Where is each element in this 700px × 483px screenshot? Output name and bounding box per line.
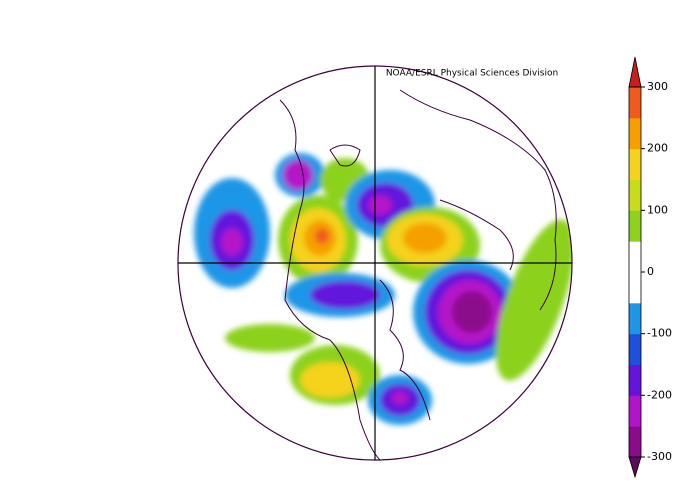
contour-fill <box>392 391 408 405</box>
colorbar: -300 -200 -100 0 100 200 300 <box>628 56 672 479</box>
contour-fill <box>310 281 380 309</box>
colorbar-band <box>629 395 641 427</box>
colorbar-tick-label: 200 <box>647 142 668 155</box>
coastline <box>279 99 381 460</box>
colorbar-tick-label: 300 <box>647 80 668 93</box>
colorbar-band <box>629 426 641 458</box>
colorbar-band <box>629 117 641 150</box>
colorbar-band <box>629 302 641 335</box>
colorbar-band <box>629 364 641 396</box>
coastline <box>379 279 431 421</box>
colorbar-tick-label: -100 <box>647 327 672 340</box>
colorbar-band <box>629 148 641 180</box>
colorbar-band <box>629 333 641 365</box>
contour-fill <box>283 160 313 190</box>
colorbar-band <box>629 210 641 242</box>
colorbar-tick-label: 0 <box>647 265 654 278</box>
colorbar-band <box>629 87 641 119</box>
coastline <box>439 199 514 271</box>
contour-fill <box>221 228 243 256</box>
coastlines <box>279 89 557 460</box>
colorbar-tick-label: 100 <box>647 203 668 216</box>
colorbar-tick-label: -300 <box>647 450 672 463</box>
colorbar-band <box>629 241 641 273</box>
colorbar-band <box>629 179 641 211</box>
colorbar-tick-label: -200 <box>647 388 672 401</box>
contour-fill <box>368 195 392 215</box>
contour-fill <box>495 219 572 381</box>
contour-fill <box>225 324 315 352</box>
contour-fill <box>300 362 360 398</box>
colorbar-band <box>629 272 641 304</box>
coastline <box>399 89 557 311</box>
colorbar-over-arrow <box>628 56 642 88</box>
anomaly-field <box>194 89 572 460</box>
contour-fill <box>403 223 447 253</box>
contour-fill <box>315 228 329 244</box>
credit: NOAA/ESRL Physical Sciences Division <box>386 69 558 79</box>
colorbar-under-arrow <box>628 456 642 479</box>
coastline <box>329 144 361 167</box>
contour-fill <box>452 291 492 333</box>
